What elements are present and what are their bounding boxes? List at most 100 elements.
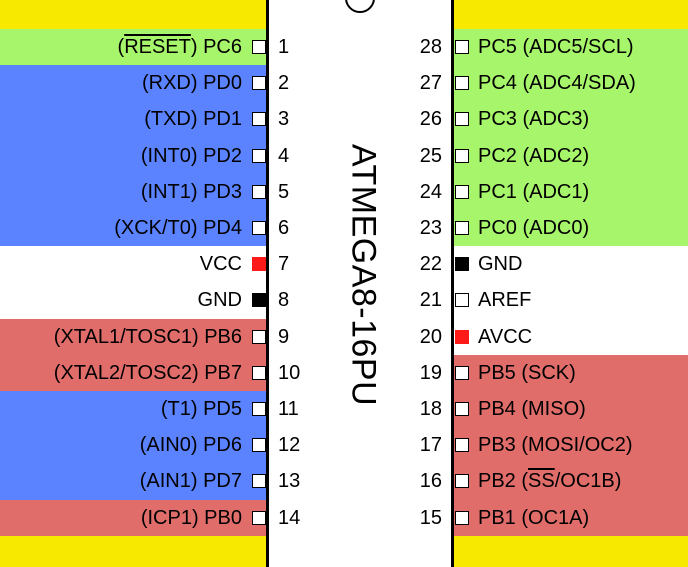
pin-number: 10 [278,361,301,384]
pin-row-1: (RESET) PC6 1 [0,29,688,65]
pin-row-18: PB4 (MISO) 18 [0,391,688,427]
pin-row-22: GND 22 [0,246,688,282]
pin-9-label: (XTAL1/TOSC1) PB6 [53,325,242,348]
label-prefix: ( [117,36,125,58]
active-low-signal: SS [528,470,555,493]
pin-27-pad [455,76,469,91]
pin-number: 7 [278,253,290,276]
pin-2-pad [252,76,266,91]
pin-13-label: (AIN1) PD7 [139,470,242,493]
pin-26-label: PC3 (ADC3) [478,108,590,131]
pin-19-pad [455,365,469,380]
pin-26-pad [455,112,469,127]
pin-25-pad [455,148,469,163]
band-left-blue [0,391,266,500]
pin-11-pad [252,402,266,416]
pin-number: 9 [278,325,290,348]
pin-28-pad [455,40,469,54]
pin-25-label: PC2 (ADC2) [478,144,590,167]
pin-number: 5 [278,180,290,203]
pin-18-label: PB4 (MISO) [478,398,586,420]
pin-row-3: (TXD) PD1 3 [0,101,688,137]
pin-8-label: GND [197,289,242,312]
pin-3-label: (TXD) PD1 [144,108,242,131]
pin-14-label: (ICP1) PB0 [140,506,242,529]
pin-row-9: (XTAL1/TOSC1) PB6 9 [0,319,688,355]
pin-row-20: AVCC 20 [0,319,688,355]
pin-row-13: (AIN1) PD7 13 [0,463,688,499]
pin-row-28: PC5 (ADC5/SCL) 28 [0,29,688,65]
pin-21-pad [455,293,469,308]
band-right-red [454,354,688,536]
pin-15-pad [455,510,469,525]
pin-4-pad [252,148,266,163]
pin-number: 24 [419,180,442,203]
pin-number: 4 [278,144,290,167]
band-left-blue [0,65,266,247]
pin-24-label: PC1 (ADC1) [478,180,590,203]
pin-2-label: (RXD) PD0 [141,72,242,95]
pin-number: 17 [419,434,442,457]
pin-23-pad [455,221,469,235]
pin-number: 1 [278,36,290,58]
pin-number: 2 [278,72,290,95]
label-suffix: ) PC6 [190,36,242,58]
pin-20-pad [455,329,469,344]
pin-1-label: (RESET) PC6 [118,29,242,65]
pin-20-label: AVCC [478,325,533,348]
pin-17-label: PB3 (MOSI/OC2) [478,434,633,457]
pin-number: 20 [419,325,442,348]
pin-21-label: AREF [478,289,532,312]
pin-number: 13 [278,470,301,493]
pin-18-pad [455,402,469,416]
pin-10-pad [252,365,266,380]
pin-4-label: (INT0) PD2 [140,144,242,167]
pin-row-11: (T1) PD5 11 [0,391,688,427]
pin-row-4: (INT0) PD2 4 [0,138,688,174]
pin-row-6: (XCK/T0) PD4 6 [0,210,688,246]
pin-16-pad [455,474,469,489]
pin-number: 14 [278,506,301,529]
pin-row-12: (AIN0) PD6 12 [0,427,688,463]
pin-row-19: PB5 (SCK) 19 [0,355,688,391]
band-left-red [0,499,266,536]
pin-22-pad [455,257,469,272]
pin-row-16: PB2 (SS/OC1B) 16 [0,463,688,499]
pin-row-2: (RXD) PD0 2 [0,65,688,101]
pin-row-14: (ICP1) PB0 14 [0,500,688,536]
pin-number: 22 [419,253,442,276]
pin-7-pad [252,257,266,272]
pin-5-label: (INT1) PD3 [140,180,242,203]
pin-28-label: PC5 (ADC5/SCL) [478,36,634,58]
pin-3-pad [252,112,266,127]
pin-number: 21 [419,289,442,312]
pin-row-5: (INT1) PD3 5 [0,174,688,210]
pin-number: 28 [419,36,442,58]
pin-14-pad [252,510,266,525]
band-left-white [0,246,266,319]
pin-5-pad [252,184,266,199]
pin-number: 25 [419,144,442,167]
band-left-green [0,29,266,66]
pin-12-pad [252,438,266,453]
active-low-signal: RESET [124,36,191,58]
pin-15-label: PB1 (OC1A) [478,506,590,529]
pin-11-label: (T1) PD5 [160,398,242,420]
pin-17-pad [455,438,469,453]
pin-13-pad [252,474,266,489]
pin-row-10: (XTAL2/TOSC2) PB7 10 [0,355,688,391]
pin-8-pad [252,293,266,308]
pin-number: 8 [278,289,290,312]
label-suffix: /OC1B) [554,470,622,493]
pin-row-7: VCC 7 [0,246,688,282]
ic-package: ATMEGA8-16PU [266,0,454,567]
label-prefix: PB2 ( [478,470,529,493]
pin1-notch [345,0,375,13]
pin-16-label: PB2 (SS/OC1B) [478,463,621,499]
band-right-white [454,246,688,355]
pin-number: 26 [419,108,442,131]
pin-number: 11 [278,398,299,420]
pin-row-24: PC1 (ADC1) 24 [0,174,688,210]
pin-row-17: PB3 (MOSI/OC2) 17 [0,427,688,463]
pin-22-label: GND [478,253,523,276]
